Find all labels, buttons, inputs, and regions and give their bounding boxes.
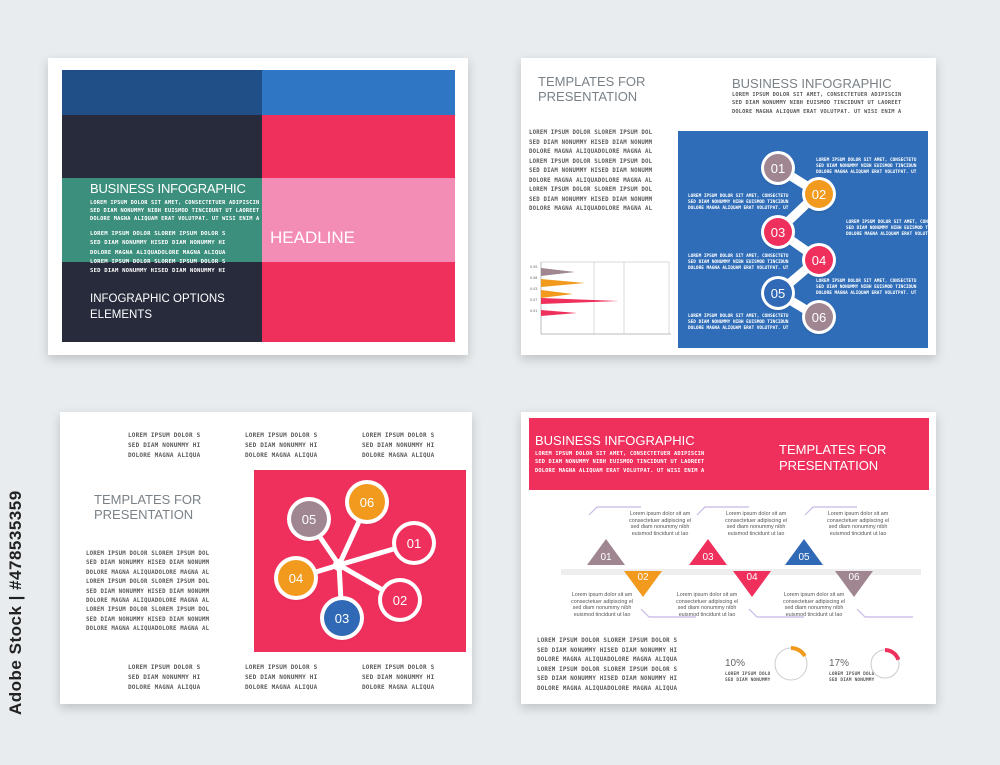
radial-node-04: 04 bbox=[278, 560, 314, 596]
step-label-06: 06 bbox=[848, 572, 860, 583]
radial-node-03: 03 bbox=[324, 600, 360, 636]
slide-business-triangles[interactable]: BUSINESS INFOGRAPHIC LOREM IPSUM DOLOR S… bbox=[521, 412, 936, 704]
step-desc-04: Lorem ipsum dolor sit am consectetuer ad… bbox=[676, 592, 739, 618]
color-band-red-bottom bbox=[262, 262, 455, 342]
slide4-bottom-column: LOREM IPSUM DOLOR SLOREM IPSUM DOLOR S S… bbox=[537, 638, 678, 692]
slide2-right-body: LOREM IPSUM DOLOR SIT AMET, CONSECTETUER… bbox=[732, 92, 902, 115]
mini-chart-ticks: 0.09 0.08 0.03 0.07 0.01 bbox=[530, 265, 548, 320]
slide3-bottom-col-2: LOREM IPSUM DOLOR S SED DIAM NONUMMY HI … bbox=[245, 664, 318, 691]
step-node-05: 05 bbox=[764, 279, 792, 307]
headline: HEADLINE bbox=[270, 228, 356, 247]
step-node-06: 06 bbox=[805, 303, 833, 331]
mini-bar-chart bbox=[540, 261, 671, 335]
slide4-body: LOREM IPSUM DOLOR SIT AMET, CONSECTETUER… bbox=[535, 451, 705, 474]
slide3-bottom-col-1: LOREM IPSUM DOLOR S SED DIAM NONUMMY HI … bbox=[128, 664, 201, 691]
step-text-02: LOREM IPSUM DOLOR SIT AMET, CONSECTETU S… bbox=[688, 194, 789, 211]
step-text-04: LOREM IPSUM DOLOR SIT AMET, CONSECTETU S… bbox=[688, 254, 789, 271]
step-label-02: 02 bbox=[637, 572, 649, 583]
infographic-options-label: INFOGRAPHIC OPTIONS ELEMENTS bbox=[90, 293, 225, 321]
slide3-top-col-2: LOREM IPSUM DOLOR S SED DIAM NONUMMY HI … bbox=[245, 432, 318, 459]
step-text-03: LOREM IPSUM DOLOR SIT AMET, CONSECTETU S… bbox=[846, 220, 936, 237]
slide-business-headline[interactable]: BUSINESS INFOGRAPHIC LOREM IPSUM DOLOR S… bbox=[48, 58, 468, 355]
step-desc-05: Lorem ipsum dolor sit am consectetuer ad… bbox=[827, 511, 890, 537]
stat2-value: 17% bbox=[829, 658, 850, 669]
step-label-03: 03 bbox=[702, 552, 714, 563]
color-band-dark-top bbox=[62, 115, 262, 178]
slide4-title: BUSINESS INFOGRAPHIC bbox=[535, 433, 695, 448]
color-band-navy bbox=[62, 70, 262, 115]
step-node-03: 03 bbox=[764, 218, 792, 246]
mini-chart-tick: 0.03 bbox=[530, 287, 538, 291]
color-band-dark-bottom bbox=[62, 262, 262, 342]
slide3-top-col-1: LOREM IPSUM DOLOR S SED DIAM NONUMMY HI … bbox=[128, 432, 201, 459]
slide-templates-radial[interactable]: LOREM IPSUM DOLOR S SED DIAM NONUMMY HI … bbox=[60, 412, 472, 704]
radial-node-05: 05 bbox=[291, 501, 327, 537]
radial-node-06: 06 bbox=[349, 484, 385, 520]
radial-node-01: 01 bbox=[396, 525, 432, 561]
slide1-title: BUSINESS INFOGRAPHIC bbox=[90, 181, 246, 196]
step-text-01: LOREM IPSUM DOLOR SIT AMET, CONSECTETU S… bbox=[816, 158, 917, 175]
color-band-red-top bbox=[262, 115, 455, 178]
stock-watermark: Adobe Stock | #478535359 bbox=[6, 470, 26, 720]
slide2-right-title: BUSINESS INFOGRAPHIC bbox=[732, 76, 892, 91]
mini-chart-tick: 0.07 bbox=[530, 298, 538, 302]
mini-chart-tick: 0.08 bbox=[530, 276, 538, 280]
slide3-title: TEMPLATES FOR PRESENTATION bbox=[94, 492, 202, 522]
blue-steps-panel: 01 02 03 04 05 06 LOREM IPSUM DOLOR SIT … bbox=[678, 131, 936, 348]
color-band-pink bbox=[262, 178, 455, 262]
mini-chart-tick: 0.09 bbox=[530, 265, 538, 269]
slide1-column: LOREM IPSUM DOLOR SLOREM IPSUM DOLOR S S… bbox=[90, 231, 226, 275]
watermark-text: Adobe Stock | #478535359 bbox=[6, 490, 25, 715]
step-label-01: 01 bbox=[600, 552, 612, 563]
stat1-gauge bbox=[774, 646, 808, 681]
color-band-teal bbox=[62, 178, 262, 262]
radial-node-02: 02 bbox=[382, 582, 418, 618]
step-node-01: 01 bbox=[764, 154, 792, 182]
red-radial-panel: 05 06 01 04 02 03 bbox=[254, 470, 466, 652]
slide4-right-title: TEMPLATES FOR PRESENTATION bbox=[779, 442, 887, 473]
step-text-06: LOREM IPSUM DOLOR SIT AMET, CONSECTETU S… bbox=[688, 314, 789, 331]
step-text-05: LOREM IPSUM DOLOR SIT AMET, CONSECTETU S… bbox=[816, 279, 917, 296]
slide3-top-col-3: LOREM IPSUM DOLOR S SED DIAM NONUMMY HI … bbox=[362, 432, 435, 459]
slide4-red-header bbox=[529, 418, 929, 490]
mini-chart-tick: 0.01 bbox=[530, 309, 538, 313]
step-desc-03: Lorem ipsum dolor sit am consectetuer ad… bbox=[725, 511, 788, 537]
step-desc-06: Lorem ipsum dolor sit am consectetuer ad… bbox=[783, 592, 846, 618]
slide2-left-column: LOREM IPSUM DOLOR SLOREM IPSUM DOL SED D… bbox=[529, 130, 653, 212]
slide-templates-steps[interactable]: TEMPLATES FOR PRESENTATION BUSINESS INFO… bbox=[521, 58, 936, 355]
slide2-left-title: TEMPLATES FOR PRESENTATION bbox=[538, 74, 646, 104]
step-node-02: 02 bbox=[805, 180, 833, 208]
step-label-04: 04 bbox=[746, 572, 758, 583]
stat1-text: LOREM IPSUM DOLO SED DIAM NONUMMY bbox=[725, 672, 771, 683]
triangle-timeline bbox=[561, 506, 921, 618]
step-node-04: 04 bbox=[805, 246, 833, 274]
step-desc-02: Lorem ipsum dolor sit am consectetuer ad… bbox=[571, 592, 634, 618]
stat2-text: LOREM IPSUM DOLO SED DIAM NONUMMY bbox=[829, 672, 875, 683]
color-band-blue bbox=[262, 70, 455, 115]
step-label-05: 05 bbox=[798, 552, 810, 563]
stat1-value: 10% bbox=[725, 658, 746, 669]
stat2-gauge bbox=[870, 648, 901, 679]
slide3-bottom-col-3: LOREM IPSUM DOLOR S SED DIAM NONUMMY HI … bbox=[362, 664, 435, 691]
step-desc-01: Lorem ipsum dolor sit am consectetuer ad… bbox=[629, 511, 692, 537]
slide1-body: LOREM IPSUM DOLOR SIT AMET, CONSECTETUER… bbox=[90, 200, 260, 222]
slide3-left-column: LOREM IPSUM DOLOR SLOREM IPSUM DOL SED D… bbox=[86, 551, 210, 633]
